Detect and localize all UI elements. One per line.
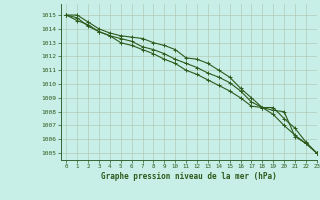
X-axis label: Graphe pression niveau de la mer (hPa): Graphe pression niveau de la mer (hPa) bbox=[101, 172, 277, 181]
